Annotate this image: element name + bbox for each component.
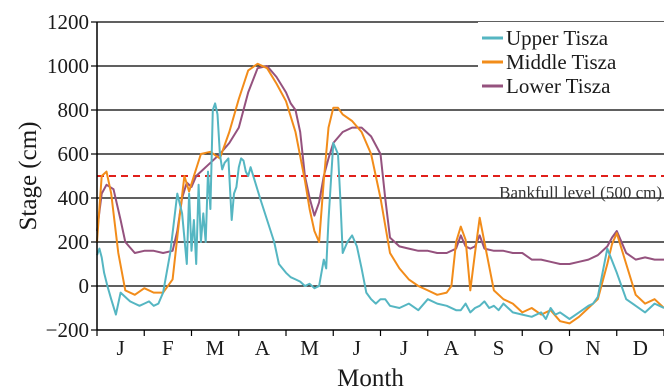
x-tick-label: S — [493, 336, 505, 360]
legend-label: Upper Tisza — [506, 26, 609, 50]
y-tick-labels: −200 0 200 400 600 800 1000 1200 — [46, 10, 89, 342]
legend-label: Lower Tisza — [506, 74, 611, 98]
x-tick-label: J — [117, 336, 125, 360]
y-tick-label: 1200 — [47, 10, 89, 34]
series-lines — [96, 62, 664, 325]
x-tick-label: N — [586, 336, 601, 360]
y-tick-label: 400 — [58, 186, 90, 210]
y-axis-title: Stage (cm) — [15, 122, 42, 231]
y-tick-label: 1000 — [47, 54, 89, 78]
series-line-upper-tisza — [96, 102, 664, 320]
y-tick-label: −200 — [46, 318, 89, 342]
legend-background — [478, 22, 664, 102]
x-tick-label: F — [162, 336, 174, 360]
x-axis-title: Month — [337, 365, 404, 392]
y-tick-label: 600 — [58, 142, 90, 166]
y-tick-label: 800 — [58, 98, 90, 122]
bankfull-reference: Bankfull level (500 cm) — [97, 175, 664, 202]
x-tick-label: O — [538, 336, 553, 360]
x-tick-label: M — [206, 336, 225, 360]
y-tick-label: 0 — [79, 274, 90, 298]
x-tick-label: J — [400, 336, 408, 360]
x-tick-label: D — [633, 336, 648, 360]
x-tick-label: A — [255, 336, 271, 360]
x-tick-label: J — [353, 336, 361, 360]
x-tick-label: M — [300, 336, 319, 360]
y-tick-label: 200 — [58, 230, 90, 254]
series-line-middle-tisza — [96, 62, 664, 325]
legend-label: Middle Tisza — [506, 50, 617, 74]
bankfull-label: Bankfull level (500 cm) — [499, 183, 662, 202]
x-tick-label: A — [444, 336, 460, 360]
